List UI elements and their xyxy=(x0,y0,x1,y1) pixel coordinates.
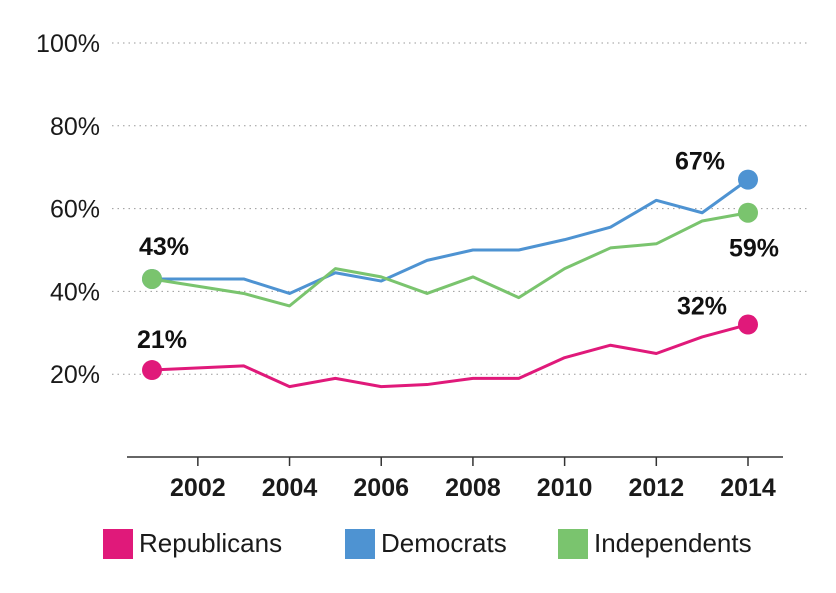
data-label: 67% xyxy=(675,148,725,176)
legend-swatch-republicans xyxy=(103,528,133,559)
x-tick-label: 2006 xyxy=(353,474,409,502)
series-line-democrats xyxy=(150,178,750,295)
data-point-independents xyxy=(738,202,758,223)
data-label: 43% xyxy=(139,233,189,261)
y-tick-label: 60% xyxy=(50,196,100,224)
legend-item-independents: Independents xyxy=(558,528,752,559)
data-labels: 43% 21% 67% 59% 32% xyxy=(137,148,779,354)
data-point-independents xyxy=(142,268,162,289)
x-axis-tick-labels: 2002 2004 2006 2008 2010 2012 2014 xyxy=(170,474,776,502)
y-tick-label: 20% xyxy=(50,361,100,389)
legend-label-democrats: Democrats xyxy=(381,528,507,558)
y-tick-label: 100% xyxy=(36,30,100,58)
x-tick-label: 2002 xyxy=(170,474,226,502)
x-tick-label: 2014 xyxy=(720,474,776,502)
data-label: 59% xyxy=(729,235,779,263)
legend-swatch-independents xyxy=(558,528,588,559)
x-axis-ticks xyxy=(197,457,749,466)
data-point-republicans xyxy=(738,314,758,335)
x-tick-label: 2012 xyxy=(628,474,684,502)
gridlines xyxy=(112,42,808,375)
legend-label-republicans: Republicans xyxy=(139,528,283,558)
legend-item-democrats: Democrats xyxy=(345,528,507,559)
y-tick-label: 80% xyxy=(50,113,100,141)
series-line-republicans xyxy=(150,323,750,389)
x-tick-label: 2004 xyxy=(262,474,318,502)
x-tick-label: 2008 xyxy=(445,474,501,502)
series-line-independents xyxy=(150,211,750,308)
line-chart: 20% 40% 60% 80% 100% 2002 2004 2006 2008 2010 201… xyxy=(36,30,808,502)
legend: Republicans Democrats Independents xyxy=(0,528,836,572)
data-label: 32% xyxy=(677,293,727,321)
legend-swatch-democrats xyxy=(345,528,375,559)
end-markers xyxy=(142,169,758,381)
data-point-republicans xyxy=(142,360,162,381)
data-label: 21% xyxy=(137,326,187,354)
y-tick-label: 40% xyxy=(50,278,100,306)
legend-label-independents: Independents xyxy=(594,528,752,558)
legend-item-republicans: Republicans xyxy=(103,528,282,559)
x-tick-label: 2010 xyxy=(537,474,593,502)
y-axis-tick-labels: 20% 40% 60% 80% 100% xyxy=(36,30,100,389)
data-point-democrats xyxy=(738,169,758,190)
series-lines xyxy=(150,178,750,389)
